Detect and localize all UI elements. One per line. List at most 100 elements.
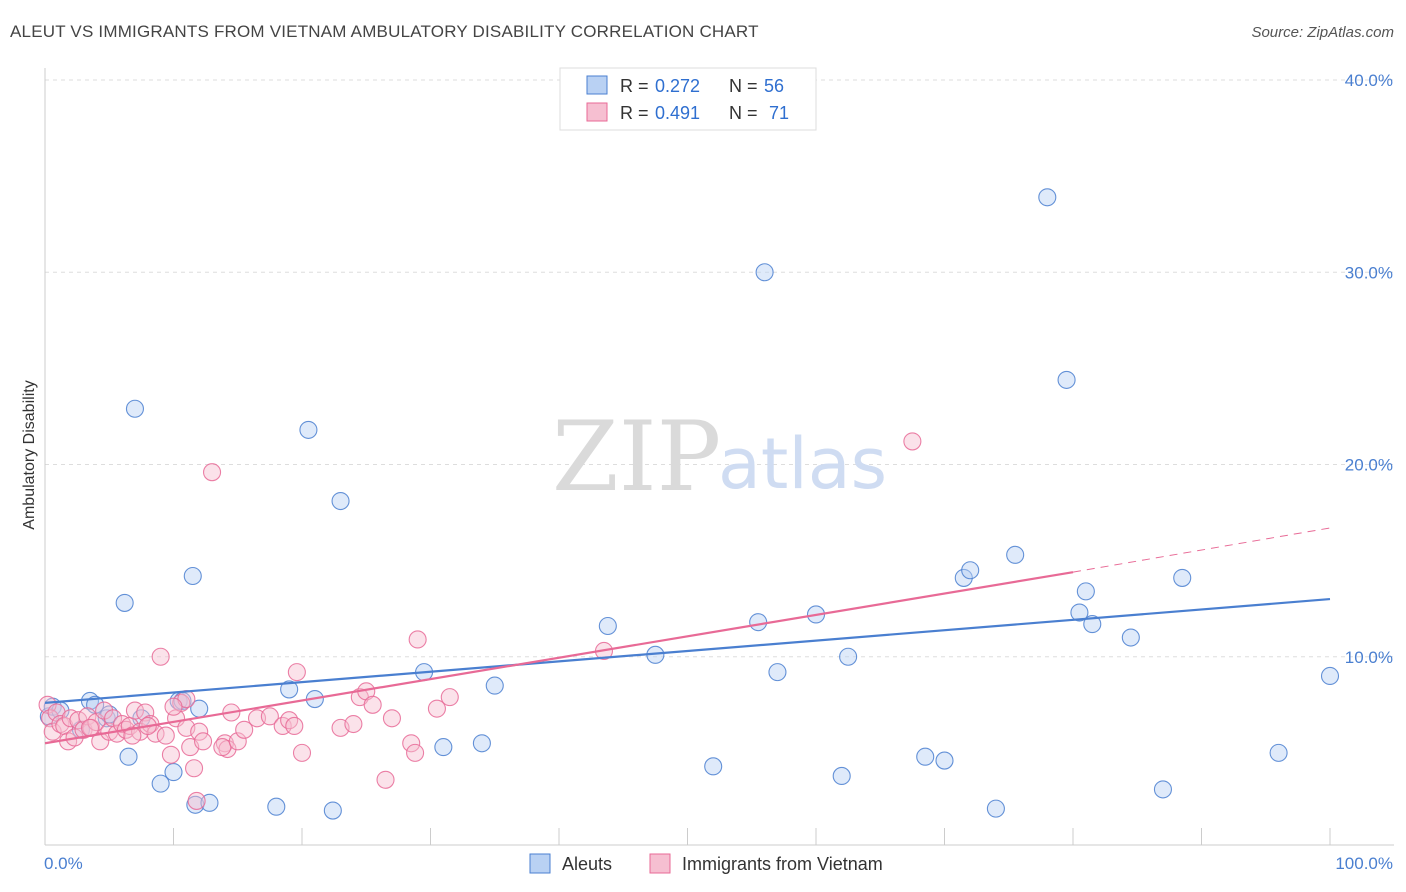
vietnam-point bbox=[185, 759, 204, 778]
aleuts-point bbox=[1070, 603, 1089, 622]
trend-line-vietnam bbox=[44, 571, 1074, 745]
vietnam-point bbox=[190, 722, 209, 741]
legend-n-value-1: 56 bbox=[764, 76, 784, 96]
aleuts-point bbox=[1076, 582, 1095, 601]
aleuts-point bbox=[916, 747, 935, 766]
aleuts-point bbox=[768, 663, 787, 682]
aleuts-point bbox=[954, 568, 973, 587]
y-tick-label: 40.0% bbox=[1345, 71, 1393, 90]
grid-lines bbox=[45, 79, 1394, 658]
legend-swatch-aleuts bbox=[586, 75, 608, 95]
vietnam-point bbox=[91, 732, 110, 751]
vietnam-point bbox=[903, 432, 922, 451]
vietnam-point bbox=[235, 720, 254, 739]
vietnam-point bbox=[136, 703, 155, 722]
source-label: Source: ZipAtlas.com bbox=[1251, 24, 1394, 41]
y-tick-labels: 10.0% 20.0% 30.0% 40.0% bbox=[1345, 71, 1393, 667]
bottom-legend: Aleuts Immigrants from Vietnam bbox=[529, 853, 883, 874]
aleuts-point bbox=[280, 680, 299, 699]
y-tick-label: 30.0% bbox=[1345, 263, 1393, 282]
legend-r-label-2: R = bbox=[620, 103, 649, 123]
aleuts-point bbox=[704, 757, 723, 776]
vietnam-point bbox=[382, 709, 402, 728]
vietnam-point bbox=[151, 647, 170, 666]
vietnam-point bbox=[376, 770, 395, 789]
watermark: ZIP atlas bbox=[552, 401, 887, 513]
vietnam-point bbox=[440, 688, 459, 707]
aleuts-point bbox=[299, 420, 318, 439]
vietnam-point bbox=[187, 791, 206, 810]
aleuts-point bbox=[832, 766, 851, 785]
legend-r-label-1: R = bbox=[620, 76, 649, 96]
aleuts-point bbox=[1153, 780, 1172, 799]
aleuts-point bbox=[323, 801, 342, 820]
bottom-legend-label-aleuts: Aleuts bbox=[562, 854, 612, 874]
aleuts-point bbox=[598, 616, 617, 636]
vietnam-point bbox=[123, 726, 142, 745]
chart-title: ALEUT VS IMMIGRANTS FROM VIETNAM AMBULAT… bbox=[10, 22, 759, 41]
aleuts-point bbox=[472, 734, 491, 753]
series-vietnam-points bbox=[38, 432, 922, 810]
vietnam-point bbox=[287, 663, 306, 682]
vietnam-point bbox=[164, 697, 183, 716]
vietnam-point bbox=[228, 732, 247, 751]
vietnam-point bbox=[408, 630, 427, 649]
vietnam-point bbox=[78, 707, 97, 726]
aleuts-point bbox=[434, 738, 453, 757]
x-tick-label-max: 100.0% bbox=[1335, 854, 1393, 873]
bottom-legend-swatch-vietnam bbox=[649, 853, 671, 874]
vietnam-point bbox=[344, 714, 363, 734]
aleuts-point bbox=[935, 751, 954, 770]
aleuts-point bbox=[1006, 545, 1025, 564]
vietnam-point bbox=[161, 745, 180, 764]
aleuts-point bbox=[267, 797, 286, 816]
trend-line-aleuts bbox=[44, 597, 1331, 704]
series-aleuts-points bbox=[39, 188, 1340, 820]
legend-n-label-2: N = bbox=[729, 103, 758, 123]
vietnam-point bbox=[260, 707, 279, 726]
aleuts-point bbox=[749, 613, 768, 632]
vietnam-point bbox=[285, 716, 304, 736]
aleuts-point bbox=[119, 747, 138, 766]
y-axis-label: Ambulatory Disability bbox=[21, 380, 38, 529]
aleuts-point bbox=[839, 647, 858, 666]
x-tick-labels: 0.0% 100.0% bbox=[44, 854, 1393, 873]
legend-n-value-2: 71 bbox=[769, 103, 789, 123]
axes bbox=[44, 68, 1394, 846]
vietnam-point bbox=[104, 709, 123, 728]
x-tick-label-min: 0.0% bbox=[44, 854, 83, 873]
aleuts-point bbox=[125, 399, 144, 418]
legend-box: R = 0.272 N = 56 R = 0.491 N = 71 bbox=[559, 67, 817, 131]
watermark-atlas: atlas bbox=[718, 423, 887, 505]
trend-lines bbox=[44, 527, 1331, 745]
vietnam-point bbox=[194, 732, 213, 751]
legend-r-value-2: 0.491 bbox=[655, 103, 700, 123]
aleuts-point bbox=[1083, 615, 1102, 634]
y-tick-label: 10.0% bbox=[1345, 648, 1393, 667]
aleuts-point bbox=[1269, 743, 1288, 762]
vietnam-point bbox=[292, 743, 312, 762]
aleuts-point bbox=[1173, 568, 1192, 587]
aleuts-point bbox=[115, 593, 134, 612]
vietnam-point bbox=[280, 711, 299, 730]
legend-r-value-1: 0.272 bbox=[655, 76, 700, 96]
bottom-legend-swatch-aleuts bbox=[529, 853, 551, 874]
aleuts-point bbox=[331, 491, 350, 511]
vietnam-point bbox=[402, 734, 421, 753]
vietnam-point bbox=[203, 463, 222, 482]
aleuts-point bbox=[961, 561, 980, 580]
watermark-zip: ZIP bbox=[552, 401, 721, 513]
legend-swatch-vietnam bbox=[586, 102, 608, 122]
legend-n-label-1: N = bbox=[729, 76, 758, 96]
aleuts-point bbox=[1320, 666, 1340, 686]
vietnam-point bbox=[363, 695, 382, 714]
bottom-legend-label-vietnam: Immigrants from Vietnam bbox=[682, 854, 883, 874]
aleuts-point bbox=[1121, 628, 1140, 647]
y-tick-label: 20.0% bbox=[1345, 456, 1393, 475]
vietnam-point bbox=[156, 726, 175, 745]
aleuts-point bbox=[485, 676, 504, 695]
vietnam-point bbox=[427, 699, 446, 718]
aleuts-point bbox=[755, 263, 774, 282]
aleuts-point bbox=[1038, 188, 1057, 207]
